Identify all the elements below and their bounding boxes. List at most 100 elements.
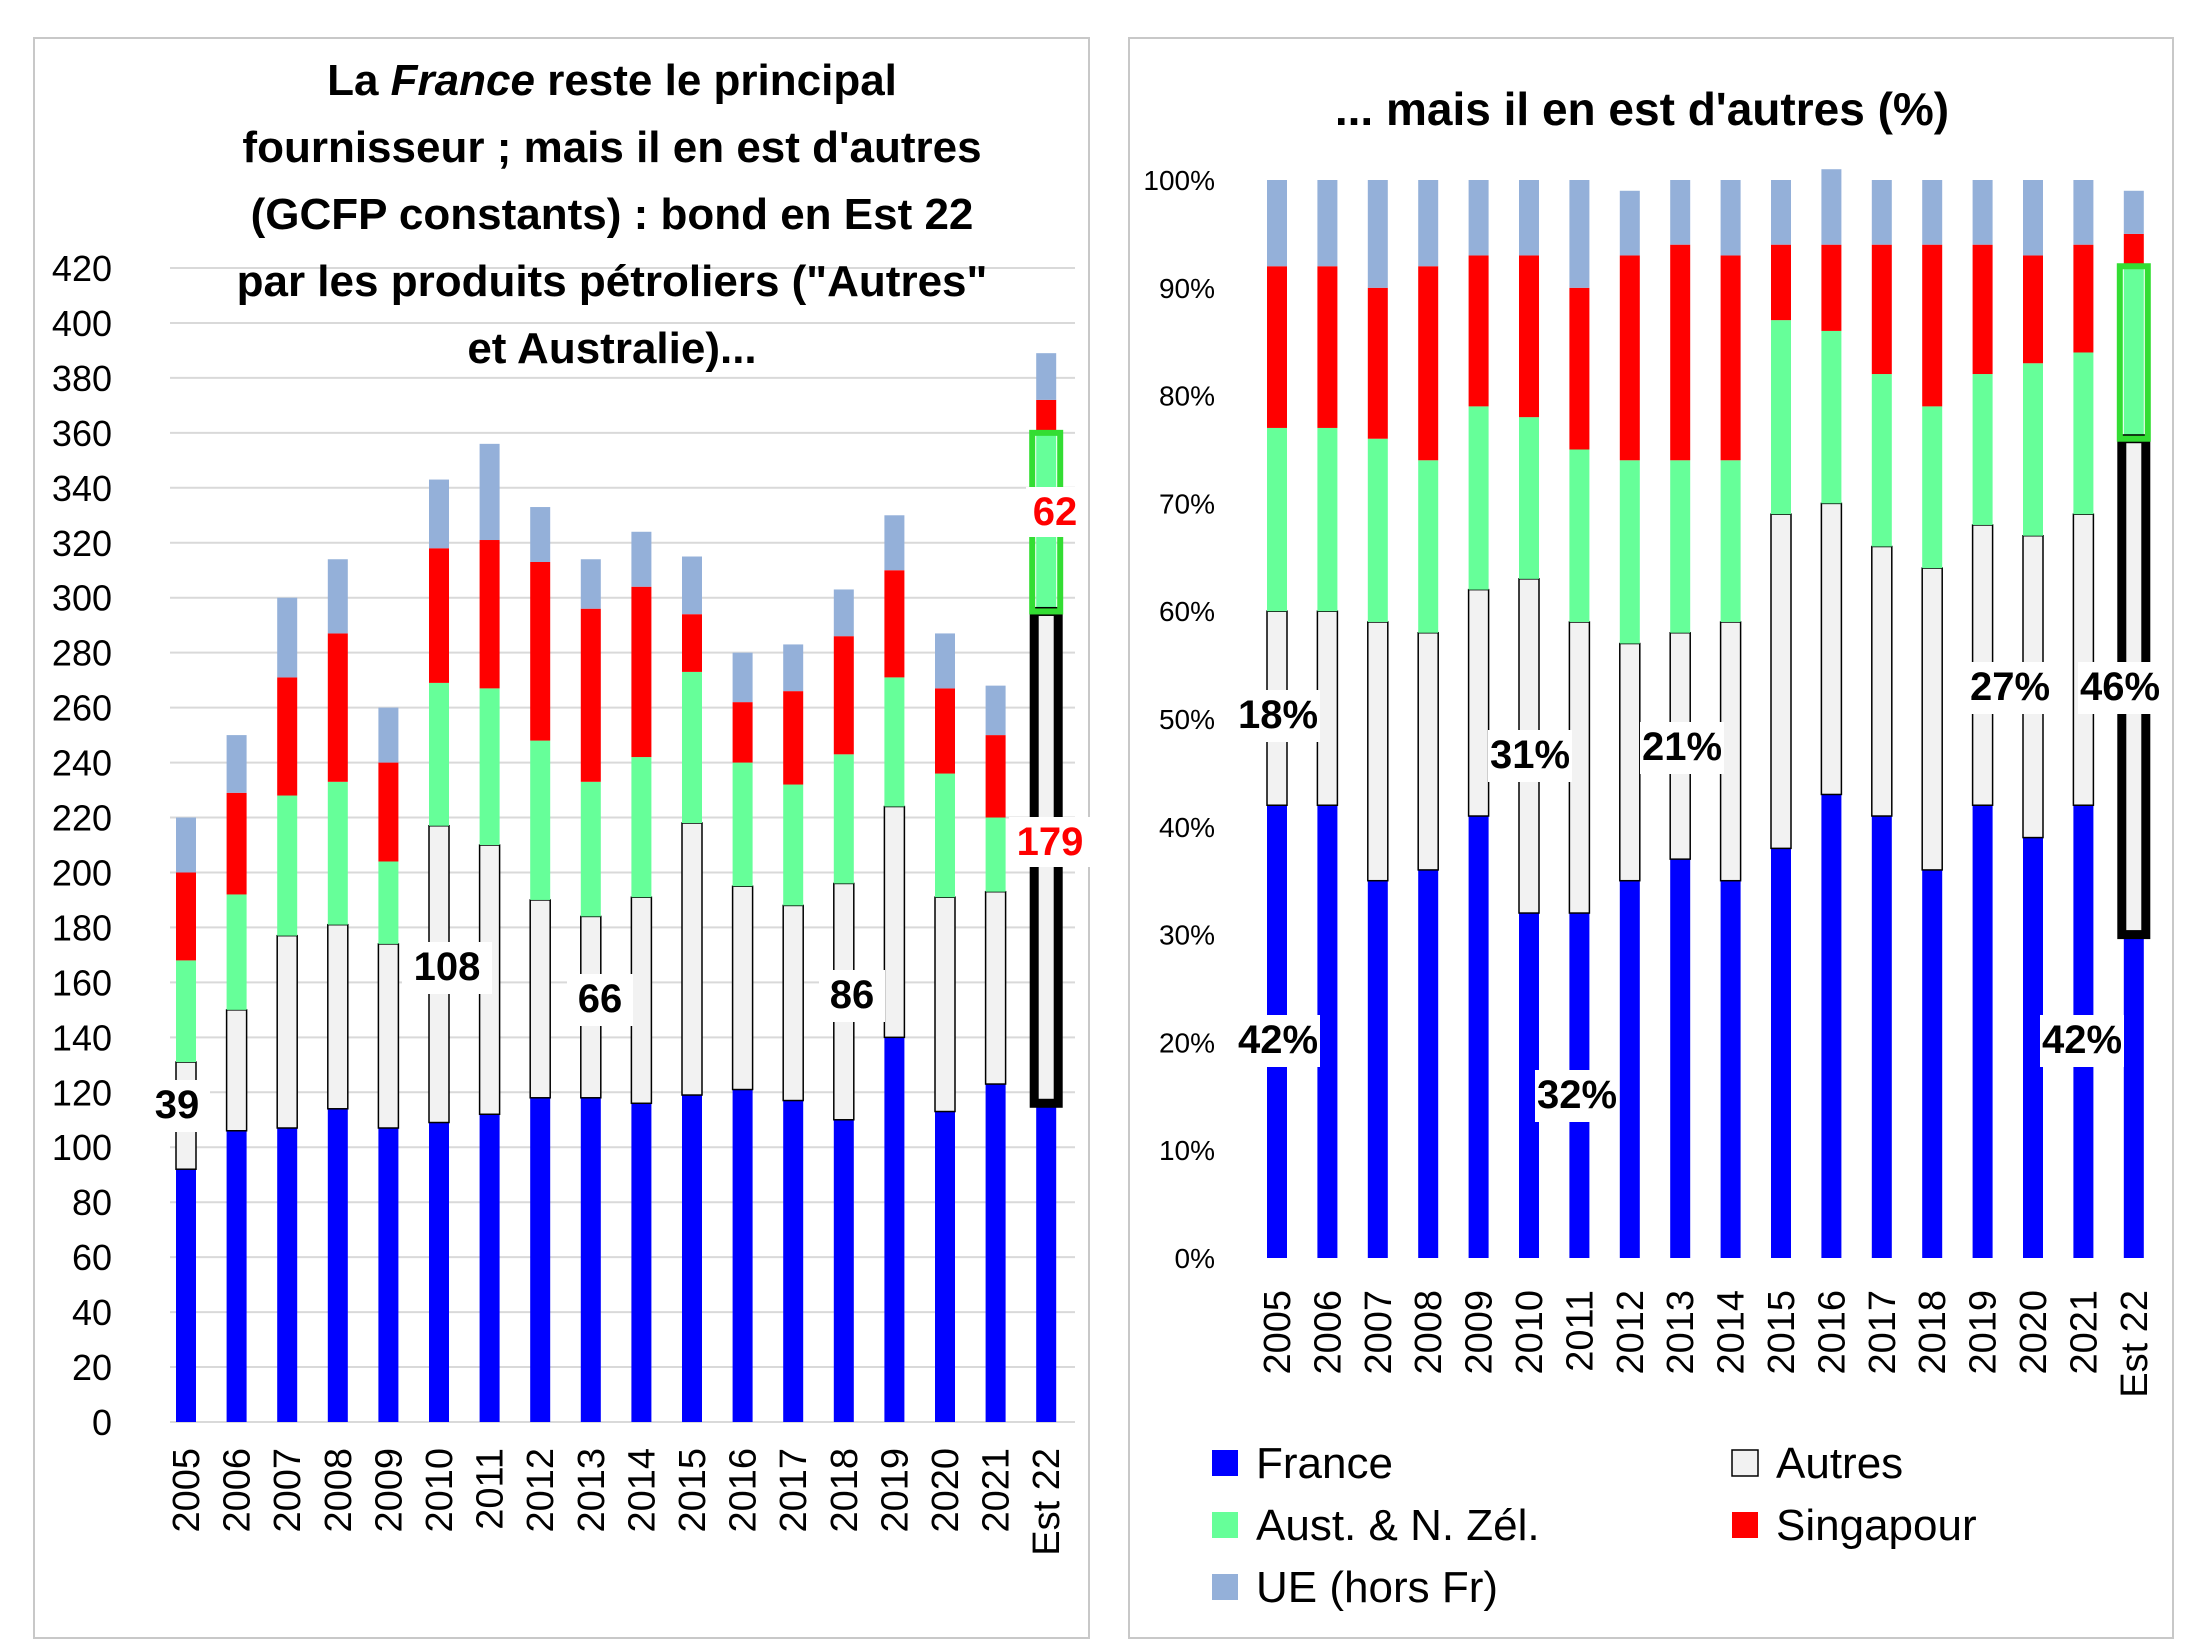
left-bar-aust-2018 xyxy=(833,754,854,884)
left-title-line: (GCFP constants) : bond en Est 22 xyxy=(251,190,974,239)
left-bar-ue-est22 xyxy=(1036,353,1057,400)
legend-label-aust: Aust. & N. Zél. xyxy=(1256,1501,1540,1550)
left-bar-autres-2006 xyxy=(225,1009,248,1132)
right-bar-aust-2010 xyxy=(1519,417,1539,579)
right-bar-ue-2016 xyxy=(1821,169,1842,245)
right-bar-france-2017 xyxy=(1871,816,1892,1258)
left-bar-autres-2008 xyxy=(327,923,349,1110)
left-bar-aust-2020 xyxy=(935,773,955,898)
left-title-line: fournisseur ; mais il en est d'autres xyxy=(242,123,981,172)
left-bar-france-2021 xyxy=(985,1084,1006,1422)
left-bar-singapour-2013 xyxy=(580,608,601,782)
right-annotation-label: 42% xyxy=(2042,1018,2122,1062)
left-chart-bars xyxy=(175,353,1064,1422)
left-bar-singapour-2010 xyxy=(429,548,449,683)
right-bar-singapour-2016 xyxy=(1821,244,1842,331)
right-bar-aust-2006 xyxy=(1317,427,1338,612)
right-x-tick-label: 2014 xyxy=(1711,1290,1753,1375)
left-bar-singapour-2009 xyxy=(378,762,399,862)
right-bar-aust-2018 xyxy=(1922,406,1943,569)
legend-label-ue: UE (hors Fr) xyxy=(1256,1563,1498,1612)
right-bar-ue-2005 xyxy=(1267,180,1287,267)
right-x-tick-label: 2013 xyxy=(1660,1290,1702,1375)
right-bar-ue-2007 xyxy=(1367,180,1388,288)
left-annotation-label: 108 xyxy=(414,945,481,989)
right-bar-singapour-2006 xyxy=(1317,266,1338,428)
right-chart-annotations: 18% 42% 31% 32% 21% 27% 46% 42% xyxy=(1236,662,2162,1122)
right-annotation-label: 18% xyxy=(1238,693,1318,737)
right-bar-aust-2020 xyxy=(2023,363,2043,536)
left-y-tick-label: 180 xyxy=(52,907,112,948)
right-bar-ue-2014 xyxy=(1720,180,1741,256)
left-bar-ue-2016 xyxy=(732,652,753,703)
right-bar-aust-2015 xyxy=(1771,320,1791,515)
left-bar-ue-2020 xyxy=(935,633,955,689)
left-bar-aust-2015 xyxy=(682,671,702,824)
right-bar-aust-2011 xyxy=(1569,449,1590,622)
right-annotation-label: 46% xyxy=(2080,665,2160,709)
left-bar-aust-2005 xyxy=(176,960,196,1063)
left-x-tick-label: 2018 xyxy=(824,1448,866,1533)
left-annotation-box xyxy=(402,942,492,994)
right-bar-singapour-2005 xyxy=(1267,266,1287,428)
right-bar-ue-2015 xyxy=(1771,180,1791,245)
right-bar-ue-2013 xyxy=(1670,180,1691,245)
right-x-tick-label: 2017 xyxy=(1862,1290,1904,1375)
right-bar-france-2013 xyxy=(1670,859,1691,1258)
left-bar-ue-2019 xyxy=(884,515,905,571)
left-bar-france-2020 xyxy=(935,1111,955,1422)
right-bar-france-2008 xyxy=(1418,869,1439,1258)
right-x-tick-label: 2006 xyxy=(1307,1290,1349,1375)
right-bar-aust-2008 xyxy=(1418,460,1439,633)
left-y-tick-label: 300 xyxy=(52,578,112,619)
right-chart-title: ... mais il en est d'autres (%) xyxy=(1335,83,1949,135)
left-annotation-label: 86 xyxy=(830,973,875,1017)
right-bar-autres-2016 xyxy=(1820,502,1843,796)
left-bar-aust-2009 xyxy=(378,861,399,944)
left-bar-ue-2015 xyxy=(682,556,702,615)
right-annotation-box xyxy=(1236,690,1320,742)
right-y-tick-label: 30% xyxy=(1159,920,1215,951)
right-bar-singapour-2015 xyxy=(1771,244,1791,321)
right-annotation-label: 32% xyxy=(1537,1073,1617,1117)
right-y-tick-label: 40% xyxy=(1159,812,1215,843)
left-bar-autres-2017 xyxy=(782,904,804,1102)
left-bar-autres-2020 xyxy=(934,896,956,1113)
right-bar-ue-2006 xyxy=(1317,180,1338,267)
right-x-tick-label: 2019 xyxy=(1963,1290,2005,1375)
left-title-line: La France reste le principal xyxy=(327,56,897,105)
left-y-tick-label: 80 xyxy=(72,1182,112,1223)
right-annotation-box xyxy=(1640,722,1724,774)
left-chart-x-axis: 2005 2006 2007 2008 2009 2010 2011 2012 2013 2014… xyxy=(166,1448,1068,1556)
right-bar-singapour-2019 xyxy=(1972,244,1993,375)
legend-label-france: France xyxy=(1256,1439,1393,1488)
left-y-tick-label: 160 xyxy=(52,962,112,1003)
left-bar-singapour-2017 xyxy=(783,691,804,785)
left-annotation-box xyxy=(1026,487,1084,537)
right-bar-aust-2019 xyxy=(1972,374,1993,525)
right-bar-ue-2021 xyxy=(2073,180,2094,245)
right-bar-france-2014 xyxy=(1720,880,1741,1258)
right-x-tick-label: 2010 xyxy=(1509,1290,1551,1375)
left-annotation-label: 179 xyxy=(1017,820,1084,864)
right-annotation-label: 31% xyxy=(1490,733,1570,777)
right-bar-autres-2008 xyxy=(1417,632,1439,871)
left-bar-singapour-2015 xyxy=(682,614,702,672)
right-y-tick-label: 100% xyxy=(1143,165,1215,196)
left-x-tick-label: 2012 xyxy=(520,1448,562,1533)
right-bar-ue-2020 xyxy=(2023,180,2043,256)
left-bar-aust-2017 xyxy=(783,784,804,906)
left-bar-france-2011 xyxy=(479,1114,500,1422)
right-bar-singapour-2020 xyxy=(2023,255,2043,364)
right-bar-france-est22 xyxy=(2123,934,2144,1258)
right-bar-france-2020 xyxy=(2023,837,2043,1258)
right-x-tick-label: 2007 xyxy=(1358,1290,1400,1375)
left-bar-ue-2017 xyxy=(783,644,804,692)
left-y-tick-label: 260 xyxy=(52,688,112,729)
right-x-tick-label: 2020 xyxy=(2013,1290,2055,1375)
right-x-tick-label: 2011 xyxy=(1559,1290,1601,1372)
left-x-tick-label: 2009 xyxy=(368,1448,410,1533)
left-bar-france-2012 xyxy=(530,1097,551,1422)
left-annotation-box xyxy=(567,974,633,1026)
left-bar-singapour-2008 xyxy=(327,633,348,782)
